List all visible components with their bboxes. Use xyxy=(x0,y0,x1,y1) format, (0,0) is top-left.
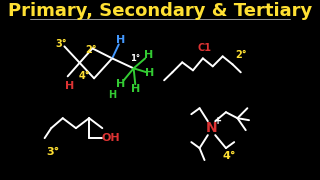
Text: H: H xyxy=(146,68,155,78)
Text: H: H xyxy=(116,79,125,89)
Text: H: H xyxy=(108,90,116,100)
Text: OH: OH xyxy=(101,133,120,143)
Text: 3°: 3° xyxy=(46,147,60,157)
Text: H: H xyxy=(116,35,125,45)
Text: C1: C1 xyxy=(197,43,212,53)
Text: 1°: 1° xyxy=(130,54,140,63)
Text: N: N xyxy=(205,121,217,135)
Text: Primary, Secondary & Tertiary: Primary, Secondary & Tertiary xyxy=(8,3,312,21)
Text: 3°: 3° xyxy=(55,39,67,49)
Text: +: + xyxy=(214,116,223,126)
Text: H: H xyxy=(144,50,153,60)
Text: H: H xyxy=(131,84,140,94)
Text: 4°: 4° xyxy=(78,71,90,81)
Text: 2°: 2° xyxy=(235,50,247,60)
Text: 4°: 4° xyxy=(222,151,236,161)
Text: 2°: 2° xyxy=(85,45,97,55)
Text: H: H xyxy=(65,81,74,91)
